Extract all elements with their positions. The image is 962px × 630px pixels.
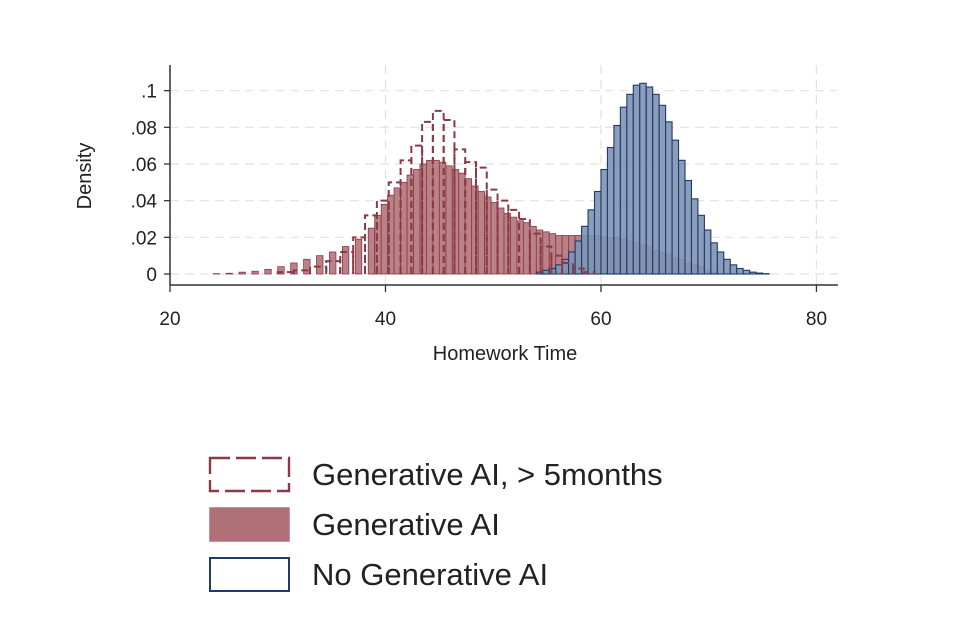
axes (169, 65, 838, 286)
gen-ai-5months-bar (582, 271, 596, 274)
gen-ai-bar (354, 238, 363, 275)
no-gen-ai-bar (755, 272, 764, 275)
no-gen-ai-bar (723, 258, 731, 275)
gen-ai-5months-bar (442, 119, 456, 274)
no-gen-ai-bar (619, 106, 628, 275)
no-gen-ai-bar (716, 251, 725, 275)
gen-ai-bar (445, 165, 453, 275)
gen-ai-5months-bar (507, 208, 521, 274)
gen-ai-bar (503, 213, 511, 275)
legend-label-filled: Generative AI (312, 507, 500, 542)
no-gen-ai-bar (658, 104, 667, 275)
gen-ai-bar (471, 185, 479, 275)
legend-label-outline: No Generative AI (312, 557, 548, 592)
gen-ai-5months-bar (364, 214, 378, 274)
no-gen-ai-bar (729, 264, 738, 275)
y-tick-label: 0 (146, 265, 157, 286)
gen-ai-5months-bar (485, 188, 499, 274)
no-gen-ai-bar (613, 124, 621, 275)
no-gen-ai-bar (632, 84, 641, 275)
no-gen-ai-bar (652, 93, 660, 275)
gen-ai-5months-bar (550, 254, 564, 274)
gen-ai-bar (316, 255, 324, 275)
legend: Generative AI, > 5months Generative AI No … (208, 456, 663, 592)
gen-ai-bar (484, 196, 492, 275)
legend-swatch-outline (209, 557, 290, 592)
legend-label-dashed-outline: Generative AI, > 5months (312, 457, 663, 492)
no-gen-ai-bar (568, 251, 576, 275)
gen-ai-bar (264, 269, 272, 275)
gen-ai-5months-bar (539, 245, 553, 274)
x-tick-label: 20 (159, 309, 180, 330)
gen-ai-bar (238, 271, 246, 275)
y-tick-label: .1 (141, 82, 157, 103)
y-tick-label: .08 (131, 118, 157, 139)
x-tick-label: 60 (590, 309, 611, 330)
legend-swatch-filled (209, 507, 290, 542)
no-gen-ai-bar (600, 168, 608, 275)
no-gen-ai-bar (684, 179, 693, 275)
no-gen-ai-bar (639, 82, 647, 275)
gen-ai-bar (413, 169, 421, 275)
gen-ai-bar (451, 169, 460, 275)
gen-ai-5months-bar (496, 199, 510, 274)
gen-ai-5months-bar (292, 269, 312, 274)
y-tick-label: .04 (131, 192, 158, 213)
gen-ai-bar (367, 227, 376, 275)
no-gen-ai-bar (645, 86, 654, 275)
gen-ai-5months-bar (474, 166, 488, 274)
gen-ai-bar (542, 231, 550, 275)
gen-ai-bar (477, 191, 486, 275)
no-gen-ai-bar (736, 267, 744, 275)
no-gen-ai-bar (542, 269, 550, 275)
gen-ai-bar (277, 266, 285, 275)
gen-ai-bar (516, 220, 524, 275)
gen-ai-bar (419, 163, 427, 275)
gen-ai-bar (406, 174, 414, 275)
histogram-bars (212, 82, 770, 275)
no-gen-ai-bar (665, 121, 673, 275)
axis-ticks: 0 .02 .04 .06 .08 .1 20 40 60 80 (131, 82, 827, 330)
no-gen-ai-bar (587, 209, 596, 275)
no-gen-ai-bar (677, 159, 686, 275)
y-axis-title: Density (74, 143, 96, 210)
gen-ai-5months-bar (571, 267, 585, 274)
no-gen-ai-bar (690, 198, 699, 275)
gen-ai-bar (329, 251, 337, 275)
no-gen-ai-bar (742, 269, 751, 275)
no-gen-ai-bar (710, 242, 718, 275)
gen-ai-bar (303, 258, 311, 275)
no-gen-ai-bar (697, 214, 705, 275)
gen-ai-5months-bar (528, 232, 542, 274)
gen-ai-5months-bar (421, 120, 434, 274)
gen-ai-5months-bar (352, 236, 367, 274)
gen-ai-bar (510, 216, 518, 275)
no-gen-ai-bar (581, 225, 589, 275)
x-tick-label: 80 (806, 309, 827, 330)
no-gen-ai-bar (749, 271, 757, 275)
no-gen-ai-bar (606, 146, 615, 275)
y-tick-label: .06 (131, 155, 157, 176)
gen-ai-bar (225, 272, 233, 275)
no-gen-ai-bar (671, 139, 680, 275)
x-tick-label: 40 (375, 309, 396, 330)
no-gen-ai-bar (535, 271, 544, 275)
gen-ai-bar (341, 246, 350, 275)
gen-ai-bar (251, 270, 259, 275)
y-tick-label: .02 (131, 228, 157, 249)
no-gen-ai-bar (548, 267, 557, 275)
gen-ai-bar (380, 203, 389, 275)
no-gen-ai-bar (593, 190, 602, 275)
x-axis-title: Homework Time (433, 343, 577, 365)
no-gen-ai-bar (626, 93, 634, 275)
legend-swatch-dashed-outline (208, 456, 291, 493)
gen-ai-bar (535, 229, 544, 275)
no-gen-ai-bar (703, 229, 712, 275)
gen-ai-bar (438, 161, 447, 275)
gen-ai-bar (374, 214, 382, 275)
gen-ai-5months-bar (410, 144, 424, 274)
